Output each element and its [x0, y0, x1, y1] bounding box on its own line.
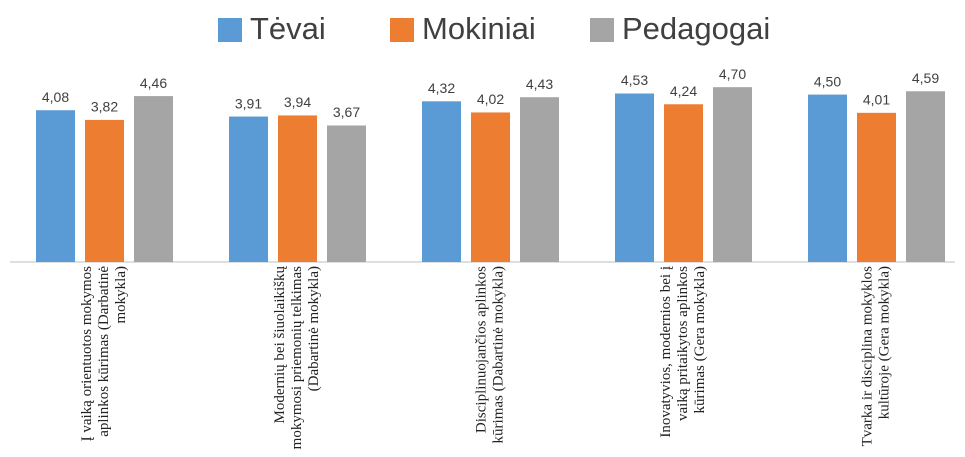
- value-label: 4,32: [428, 80, 455, 96]
- bar: [422, 101, 461, 263]
- legend-label: Mokiniai: [422, 11, 536, 46]
- value-label: 3,94: [284, 94, 311, 110]
- value-label: 4,02: [477, 91, 504, 107]
- value-label: 4,24: [670, 83, 697, 99]
- legend-swatch: [218, 18, 242, 42]
- value-label: 4,43: [526, 76, 553, 92]
- bar: [327, 125, 366, 262]
- bar: [906, 91, 945, 262]
- bar: [36, 110, 75, 262]
- x-tick-label: Modernių bei šiuolaikiškų mokymosi priem…: [272, 266, 322, 450]
- bar: [471, 112, 510, 263]
- bar: [520, 97, 559, 262]
- bar: [134, 96, 173, 262]
- bar: [664, 104, 703, 262]
- legend-swatch: [590, 18, 614, 42]
- x-tick-label: Disciplinuojančios aplinkos kūrimas (Dab…: [473, 266, 507, 444]
- x-tick-label: Tvarka ir disciplina mokyklos kultūroje …: [859, 266, 893, 447]
- bar: [808, 94, 847, 262]
- bar: [615, 93, 654, 262]
- bar: [278, 115, 317, 262]
- legend-label: Tėvai: [250, 11, 326, 46]
- bar: [857, 112, 896, 262]
- value-label: 4,01: [863, 92, 890, 108]
- legend-swatch: [390, 18, 414, 42]
- bar: [713, 87, 752, 262]
- value-label: 4,59: [912, 70, 939, 86]
- value-label: 4,46: [140, 75, 167, 91]
- x-tick-label: Inovatyvios, modernios bei į vaiką prita…: [658, 266, 708, 438]
- value-label: 3,91: [235, 95, 262, 111]
- bar: [229, 116, 268, 262]
- value-label: 4,08: [42, 89, 69, 105]
- value-label: 3,67: [333, 104, 360, 120]
- bar: [85, 119, 124, 262]
- value-label: 4,50: [814, 73, 841, 89]
- legend-label: Pedagogai: [622, 11, 770, 46]
- value-label: 4,53: [621, 72, 648, 88]
- x-tick-label: Į vaiką orientuotos mokymos aplinkos kūr…: [79, 266, 129, 442]
- value-label: 3,82: [91, 99, 118, 115]
- value-label: 4,70: [719, 66, 746, 82]
